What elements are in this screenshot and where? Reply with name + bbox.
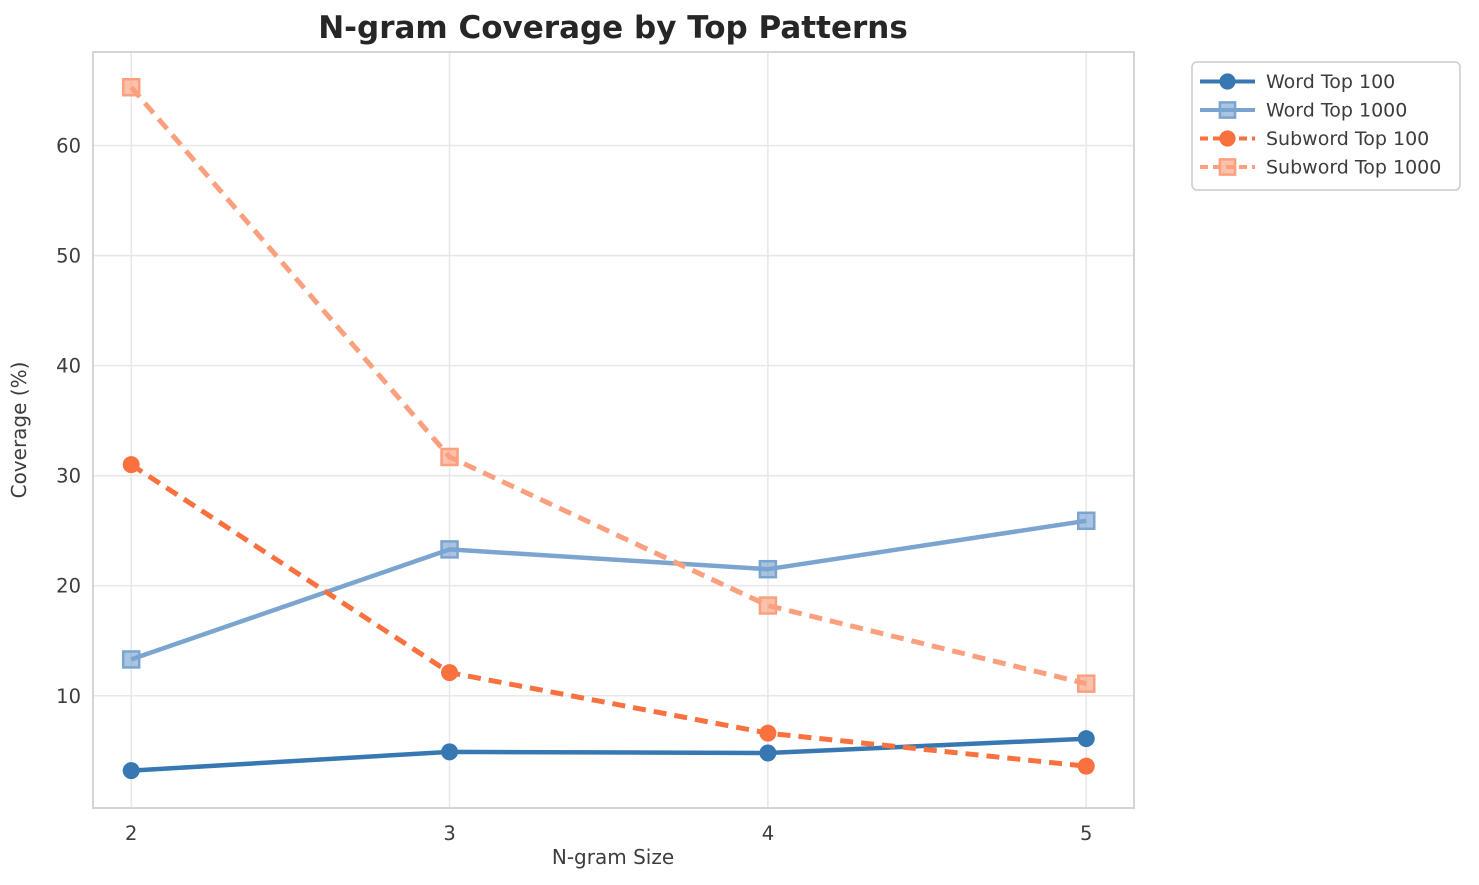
legend: Word Top 100 Word Top 1000 Subword Top 100… xyxy=(1191,61,1461,191)
data-point-marker-square xyxy=(121,77,141,97)
y-tick-label: 40 xyxy=(56,355,81,378)
data-point-marker-circle xyxy=(122,456,140,474)
data-point-marker-square xyxy=(758,596,778,615)
series-line xyxy=(131,736,1087,773)
y-tick-label: 10 xyxy=(56,685,81,708)
series-layer xyxy=(121,77,1096,780)
data-point-marker-circle xyxy=(1219,73,1236,90)
y-tick-label: 50 xyxy=(56,245,81,268)
legend-label: Subword Top 100 xyxy=(1266,128,1429,150)
legend-item: Word Top 1000 xyxy=(1200,100,1407,122)
data-point-marker-square xyxy=(758,559,778,579)
series-line xyxy=(129,462,1087,769)
gridlines xyxy=(93,52,1134,808)
data-point-marker-circle xyxy=(1219,130,1236,147)
legend-box xyxy=(1191,61,1461,191)
data-point-marker-square xyxy=(440,540,459,559)
series-subword-top-100 xyxy=(122,456,1095,775)
x-tick-label: 5 xyxy=(1080,822,1092,845)
series-line xyxy=(130,518,1087,662)
data-point-marker-circle xyxy=(759,724,777,742)
legend-label: Subword Top 1000 xyxy=(1266,157,1441,179)
y-tick-label: 60 xyxy=(56,135,81,158)
series-subword-top-1000 xyxy=(121,77,1096,693)
legend-item: Subword Top 100 xyxy=(1200,128,1429,150)
data-point-marker-square xyxy=(121,650,141,669)
data-point-marker-circle xyxy=(1077,730,1095,748)
y-tick-labels: 10 20 30 40 50 60 xyxy=(56,135,81,708)
series-word-top-1000 xyxy=(121,511,1096,669)
x-tick-label: 3 xyxy=(443,822,455,845)
data-point-marker-square xyxy=(1218,158,1237,176)
data-point-marker-circle xyxy=(122,762,140,780)
data-point-marker-square xyxy=(1218,101,1237,119)
y-tick-label: 20 xyxy=(56,575,81,598)
legend-label: Word Top 1000 xyxy=(1266,100,1407,122)
data-point-marker-square xyxy=(1076,674,1096,693)
series-line xyxy=(129,85,1087,687)
x-tick-label: 2 xyxy=(125,822,137,845)
x-tick-labels: 2 3 4 5 xyxy=(125,822,1092,845)
data-point-marker-circle xyxy=(759,744,777,762)
series-word-top-100 xyxy=(122,730,1095,780)
plot-border xyxy=(92,51,1135,809)
x-tick-label: 4 xyxy=(762,822,774,845)
data-point-marker-square xyxy=(1076,511,1096,531)
legend-item: Word Top 100 xyxy=(1200,71,1395,93)
x-axis-label: N-gram Size xyxy=(552,845,674,869)
y-axis-label: Coverage (%) xyxy=(7,362,31,499)
legend-item: Subword Top 1000 xyxy=(1200,157,1441,179)
chart-title: N-gram Coverage by Top Patterns xyxy=(318,10,908,46)
legend-label: Word Top 100 xyxy=(1266,71,1395,93)
data-point-marker-circle xyxy=(1077,757,1095,775)
data-point-marker-square xyxy=(440,447,459,467)
data-point-marker-circle xyxy=(441,664,459,682)
y-tick-label: 30 xyxy=(56,465,81,488)
data-point-marker-circle xyxy=(441,743,459,761)
